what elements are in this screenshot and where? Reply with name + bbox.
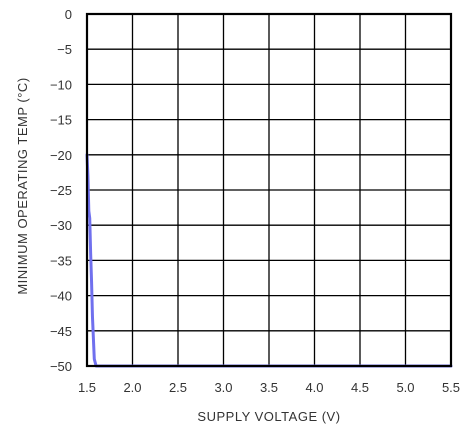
plot-border [85,12,453,368]
grid [86,13,452,367]
y-tick-label: −50 [50,359,72,374]
y-tick-label: −35 [50,253,72,268]
y-tick-label: −45 [50,324,72,339]
x-tick-label: 1.5 [78,380,96,395]
y-tick-label: −10 [50,77,72,92]
y-tick-label: −20 [50,148,72,163]
x-tick-label: 3.5 [260,380,278,395]
y-tick-label: −25 [50,183,72,198]
y-tick-label: −15 [50,113,72,128]
x-tick-label: 2.0 [123,380,141,395]
x-tick-labels: 1.5 2.0 2.5 3.0 3.5 4.0 4.5 5.0 5.5 [78,380,460,395]
x-tick-label: 4.5 [351,380,369,395]
x-axis-label: SUPPLY VOLTAGE (V) [197,409,340,424]
x-tick-label: 5.0 [396,380,414,395]
y-axis-label: MINIMUM OPERATING TEMP (°C) [15,77,30,294]
y-tick-label: −40 [50,289,72,304]
x-tick-label: 2.5 [169,380,187,395]
x-tick-label: 5.5 [442,380,460,395]
y-tick-label: −5 [57,42,72,57]
y-tick-label: 0 [65,7,72,22]
y-tick-label: −30 [50,218,72,233]
y-tick-labels: 0 −5 −10 −15 −20 −25 −30 −35 −40 −45 −50 [50,7,72,374]
x-tick-label: 4.0 [305,380,323,395]
plot-frame [85,12,453,368]
x-tick-label: 3.0 [214,380,232,395]
